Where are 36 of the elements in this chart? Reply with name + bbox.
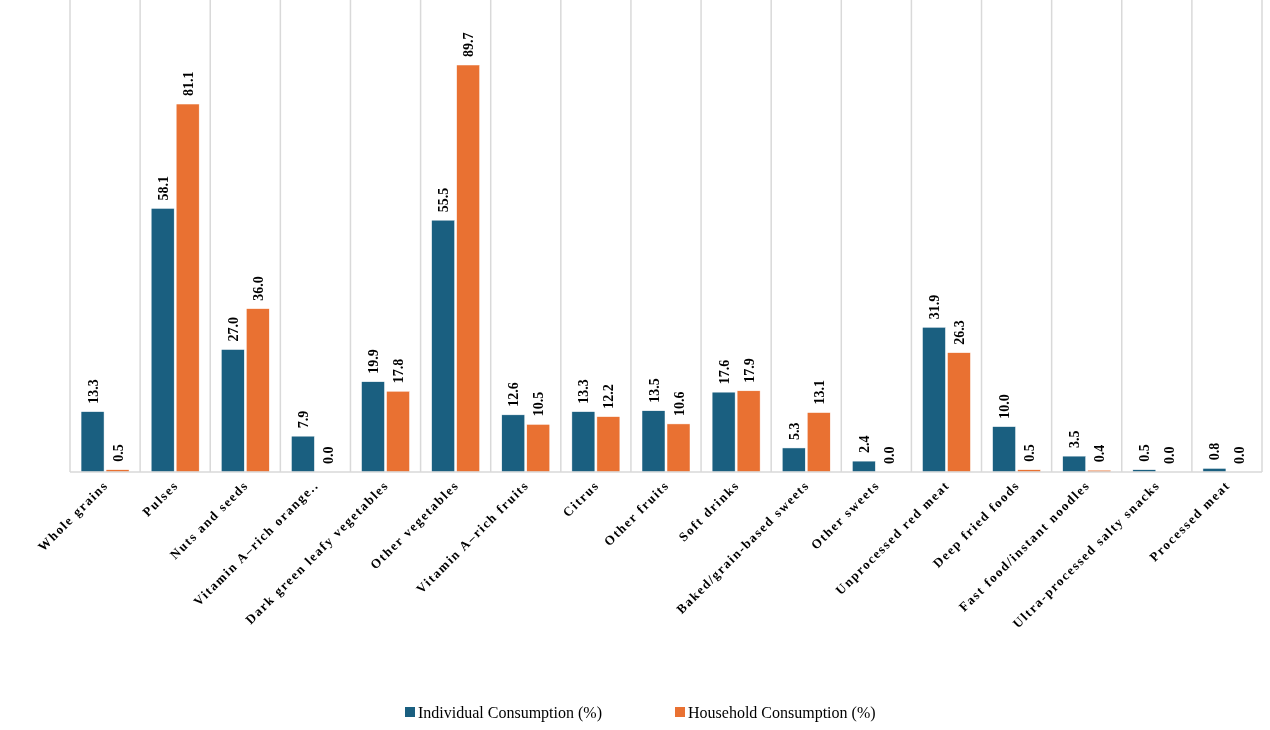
data-label: 10.5: [531, 391, 547, 417]
data-label: 27.0: [225, 316, 241, 342]
data-label: 10.6: [671, 391, 687, 416]
data-label: 0.5: [110, 444, 126, 462]
data-label: 19.9: [366, 349, 382, 374]
data-label: 31.9: [926, 294, 942, 320]
data-label: 26.3: [951, 320, 967, 345]
data-label: 10.0: [997, 394, 1013, 419]
data-label: 13.3: [85, 379, 101, 404]
data-label: 17.9: [741, 358, 757, 383]
data-label: 58.1: [155, 175, 171, 201]
data-label: 0.0: [320, 446, 336, 464]
data-label: 5.3: [786, 422, 802, 440]
data-label: 0.8: [1207, 442, 1223, 461]
data-label: 36.0: [250, 276, 266, 301]
data-label: 17.6: [716, 359, 732, 385]
data-label: 0.0: [1232, 446, 1248, 464]
legend-label: Household Consumption (%): [688, 704, 876, 722]
data-label: 0.5: [1137, 444, 1153, 462]
data-label: 17.8: [391, 358, 407, 384]
data-label: 55.5: [436, 187, 452, 213]
data-label: 12.6: [506, 382, 522, 407]
data-label: 13.1: [811, 380, 827, 405]
data-label: 2.4: [856, 435, 872, 454]
data-label: 0.5: [1022, 444, 1038, 462]
data-label: 0.0: [1162, 446, 1178, 464]
data-label: 89.7: [461, 32, 477, 57]
data-label: 13.3: [576, 379, 592, 404]
data-label: 0.4: [1092, 444, 1108, 463]
data-label: 3.5: [1067, 430, 1083, 449]
data-label: 13.5: [646, 378, 662, 403]
data-label: 0.0: [881, 446, 897, 464]
data-label: 12.2: [601, 384, 617, 409]
data-label: 7.9: [295, 410, 311, 429]
legend-label: Individual Consumption (%): [418, 704, 602, 722]
data-label: 81.1: [180, 71, 196, 97]
